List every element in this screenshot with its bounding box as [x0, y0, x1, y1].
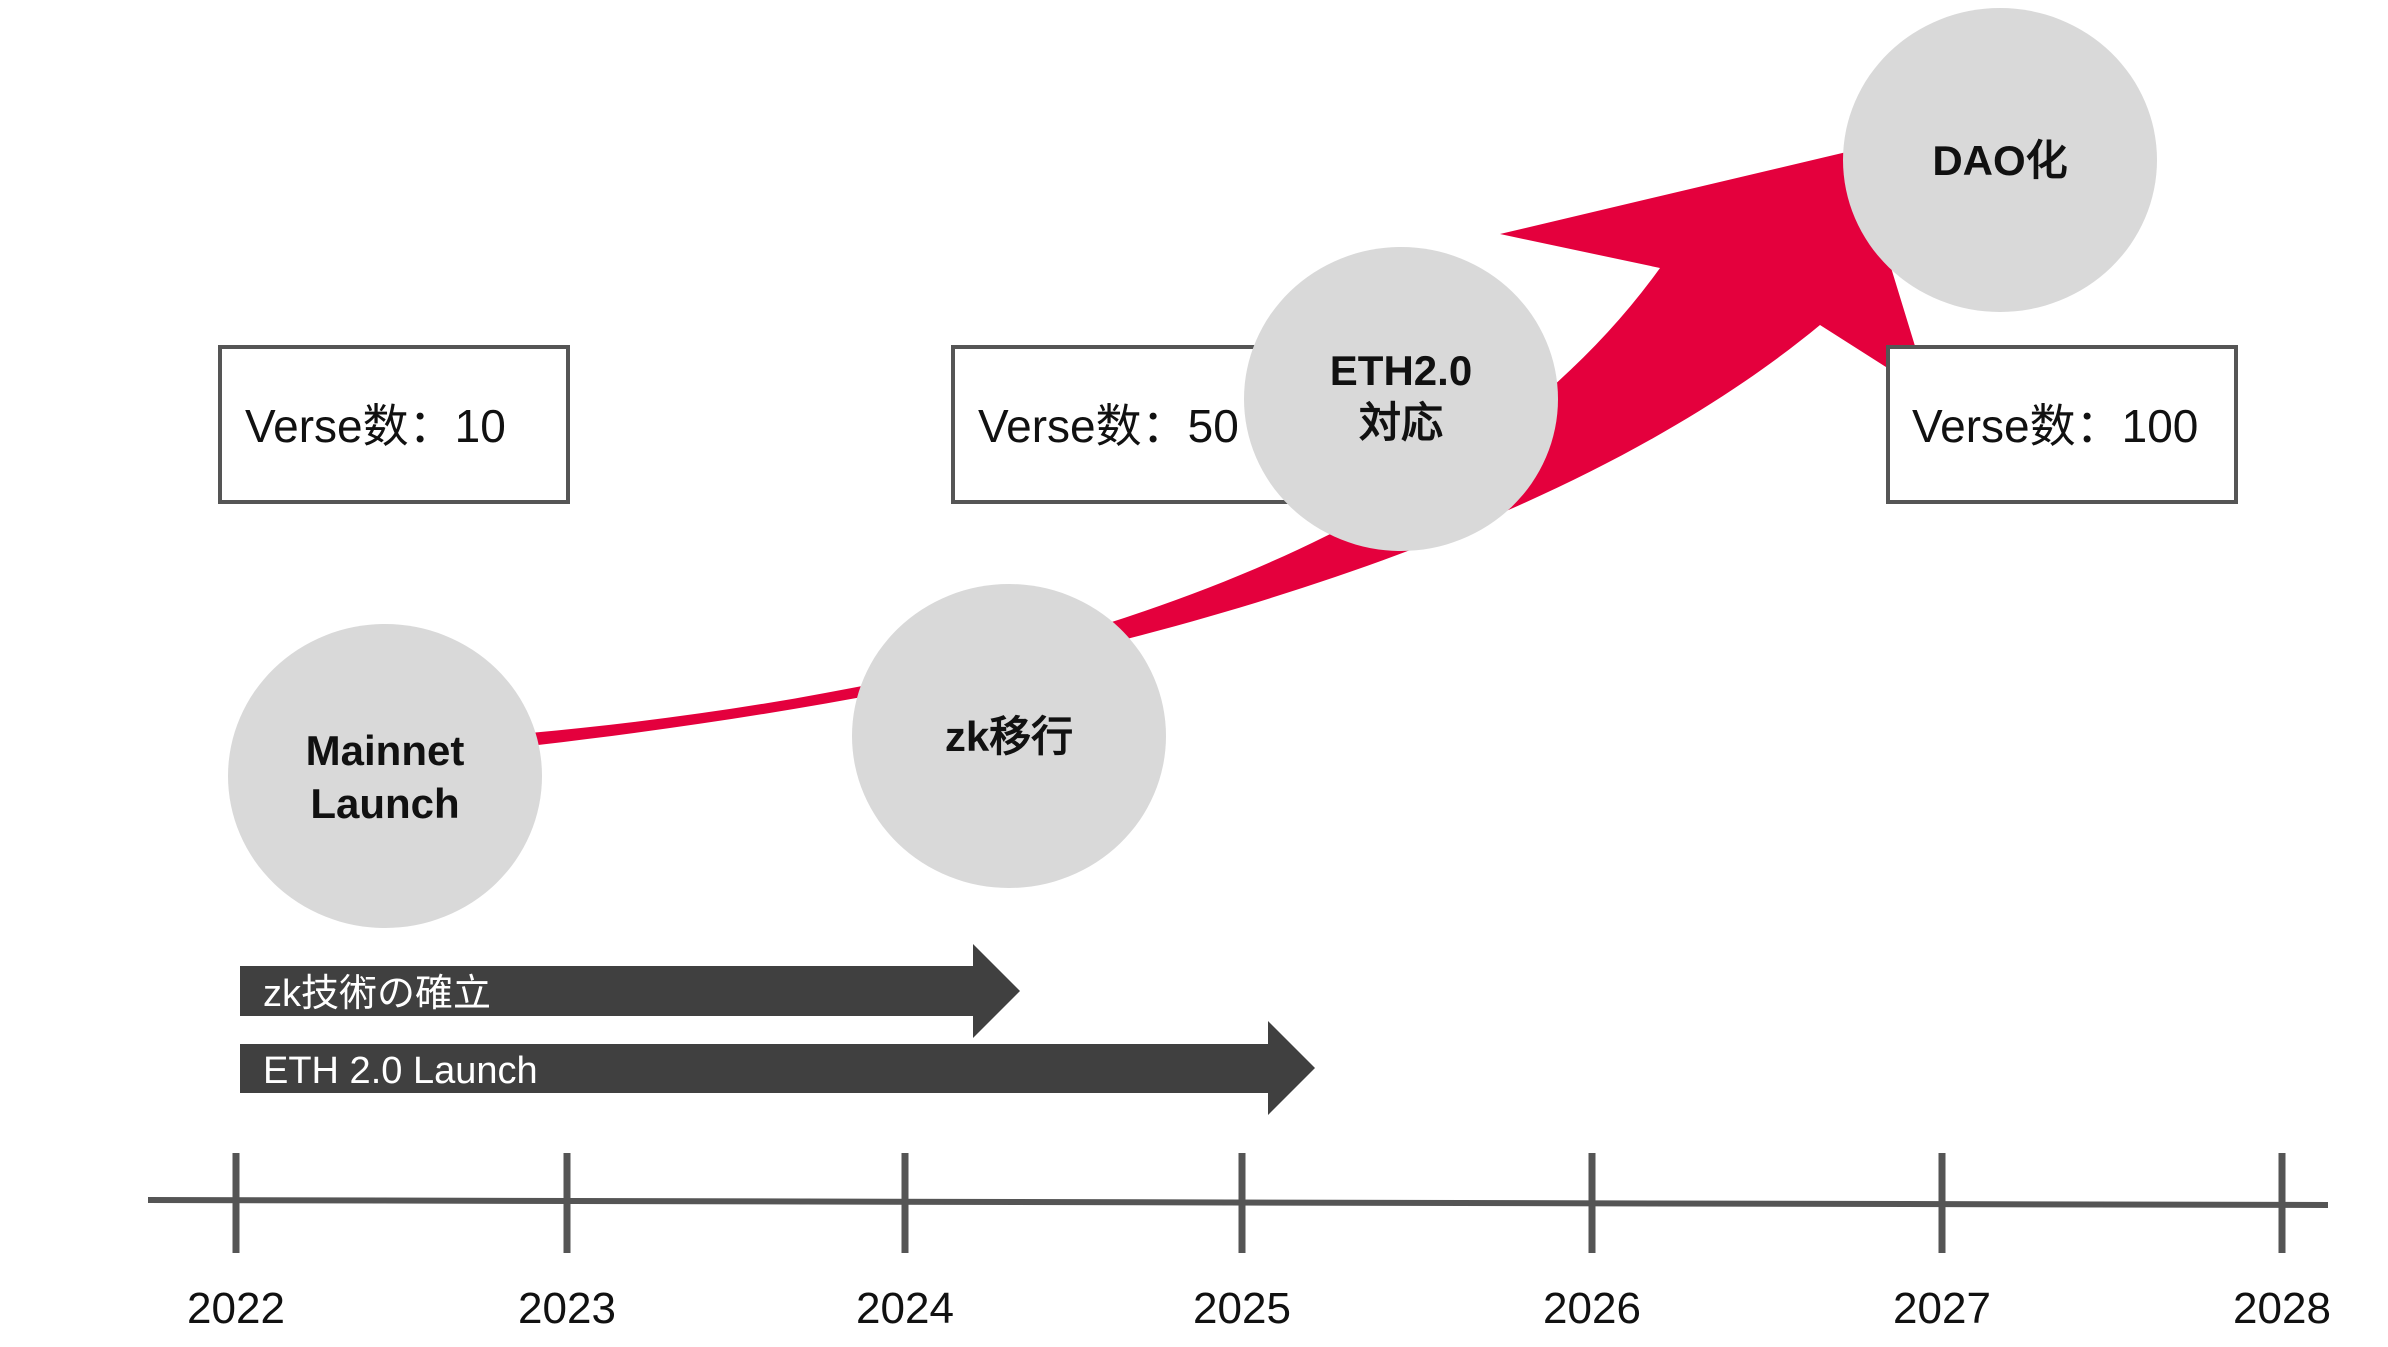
year-label-2023: 2023	[518, 1284, 616, 1333]
milestone-label: DAO化	[1932, 137, 2067, 184]
year-label-2025: 2025	[1193, 1284, 1291, 1333]
milestone-label: Mainnet	[306, 727, 465, 774]
verse-box-label: Verse数：50	[978, 400, 1239, 452]
verse-box-label: Verse数：10	[245, 400, 506, 452]
growth-arrow	[530, 150, 1930, 745]
verse-box-1: Verse数：10	[218, 345, 570, 504]
year-label-2022: 2022	[187, 1284, 285, 1333]
milestone-mainnet-launch: Mainnet Launch	[228, 624, 542, 928]
year-label-2027: 2027	[1893, 1284, 1991, 1333]
bar-label: zk技術の確立	[263, 973, 491, 1015]
timeline-year-labels: 2022 2023 2024 2025 2026 2027 2028	[187, 1284, 2331, 1333]
year-label-2026: 2026	[1543, 1284, 1641, 1333]
verse-box-3: Verse数：100	[1886, 345, 2238, 504]
milestone-zk-migration: zk移行	[852, 584, 1166, 888]
year-label-2024: 2024	[856, 1284, 954, 1333]
bar-eth2-launch: ETH 2.0 Launch	[240, 1021, 1315, 1115]
bar-zk-tech: zk技術の確立	[240, 944, 1020, 1038]
milestone-label: zk移行	[945, 713, 1073, 760]
milestone-label: 対応	[1359, 399, 1443, 446]
timeline-ticks	[232, 1153, 2286, 1253]
verse-box-2: Verse数：50	[951, 345, 1303, 504]
milestone-dao: DAO化	[1843, 8, 2157, 312]
timeline-axis	[147, 1197, 2329, 1208]
milestone-label: Launch	[310, 780, 459, 827]
bar-label: ETH 2.0 Launch	[263, 1050, 538, 1092]
verse-box-label: Verse数：100	[1912, 400, 2198, 452]
milestone-eth2-support: ETH2.0 対応	[1244, 247, 1558, 551]
year-label-2028: 2028	[2233, 1284, 2331, 1333]
milestone-label: ETH2.0	[1330, 347, 1472, 394]
